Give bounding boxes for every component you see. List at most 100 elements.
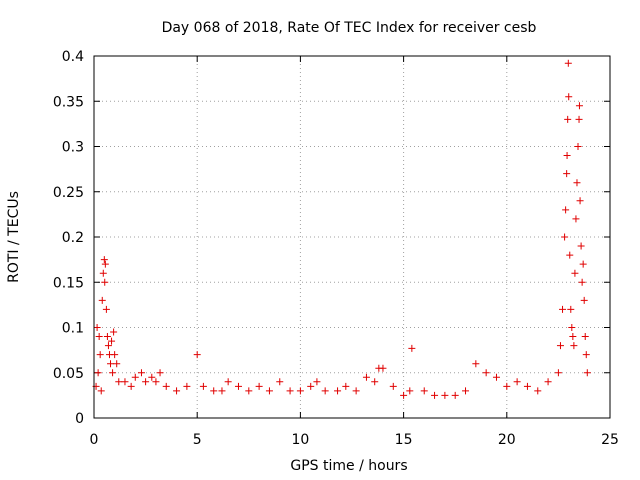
plot-frame (93, 55, 611, 419)
data-point (564, 59, 572, 67)
data-point (110, 328, 118, 336)
data-point (566, 251, 574, 259)
data-point (573, 179, 581, 187)
y-axis-ticks: 0 0.05 0.1 0.15 0.2 0.25 0.3 0.35 0.4 (53, 49, 610, 427)
data-point (101, 278, 109, 286)
y-tick-label: 0.25 (53, 185, 84, 201)
data-point (564, 115, 572, 123)
data-point (565, 93, 573, 101)
data-point (534, 387, 542, 395)
data-point (97, 387, 105, 395)
data-point (148, 373, 156, 381)
data-point (572, 215, 580, 223)
data-point (142, 378, 150, 386)
y-axis-label: ROTI / TECUs (6, 191, 22, 283)
data-point (276, 378, 284, 386)
data-point (352, 387, 360, 395)
x-tick-label: 15 (395, 432, 413, 448)
data-point (103, 333, 111, 341)
data-point (462, 387, 470, 395)
data-point (562, 206, 570, 214)
y-tick-label: 0.2 (62, 230, 84, 246)
data-point (113, 360, 121, 368)
data-point (199, 382, 207, 390)
data-point (127, 382, 135, 390)
data-point (296, 387, 304, 395)
data-point (571, 269, 579, 277)
data-point (131, 373, 139, 381)
data-point (115, 378, 123, 386)
data-point (583, 369, 591, 377)
y-tick-label: 0.4 (62, 49, 84, 65)
data-point (575, 115, 583, 123)
data-point (94, 369, 102, 377)
data-point (98, 296, 106, 304)
data-point (152, 378, 160, 386)
x-tick-label: 10 (291, 432, 309, 448)
data-point (255, 382, 263, 390)
data-point (107, 360, 115, 368)
data-point (173, 387, 181, 395)
data-point (561, 233, 569, 241)
x-tick-label: 20 (498, 432, 516, 448)
data-point (101, 260, 109, 268)
data-point (554, 369, 562, 377)
data-point (111, 351, 119, 359)
y-tick-label: 0.1 (62, 321, 84, 337)
data-point (400, 391, 408, 399)
data-point (93, 324, 101, 331)
data-point (218, 387, 226, 395)
data-point (362, 373, 370, 381)
data-point (121, 378, 129, 386)
data-point (513, 378, 521, 386)
data-point (576, 197, 584, 205)
data-point (99, 269, 107, 277)
data-point (451, 391, 459, 399)
data-points (92, 59, 591, 399)
data-point (95, 333, 103, 341)
data-point (162, 382, 170, 390)
data-point (137, 369, 145, 377)
data-point (286, 387, 294, 395)
data-point (559, 305, 567, 313)
data-point (234, 382, 242, 390)
data-point (563, 170, 571, 178)
y-tick-label: 0.35 (53, 94, 84, 110)
data-point (472, 360, 480, 368)
data-point (580, 296, 588, 304)
data-point (431, 391, 439, 399)
data-point (224, 378, 232, 386)
data-point (406, 387, 414, 395)
data-point (156, 369, 164, 377)
data-point (482, 369, 490, 377)
data-point (556, 342, 564, 350)
y-tick-label: 0 (75, 411, 84, 427)
data-point (265, 387, 273, 395)
data-point (408, 344, 416, 352)
data-point (100, 256, 108, 264)
data-point (334, 387, 342, 395)
data-point (441, 391, 449, 399)
data-point (96, 351, 104, 359)
data-point (570, 342, 578, 350)
x-tick-label: 25 (601, 432, 619, 448)
data-point (569, 333, 577, 341)
data-point (193, 351, 201, 359)
data-point (307, 382, 315, 390)
data-point (420, 387, 428, 395)
data-point (104, 342, 112, 350)
chart-title: Day 068 of 2018, Rate Of TEC Index for r… (162, 20, 537, 36)
data-point (210, 387, 218, 395)
data-point (183, 382, 191, 390)
data-point (379, 364, 387, 372)
data-point (582, 351, 590, 359)
data-point (342, 382, 350, 390)
x-axis-label: GPS time / hours (290, 458, 407, 474)
data-point (581, 333, 589, 341)
data-point (503, 382, 511, 390)
data-point (567, 305, 575, 313)
data-point (568, 324, 576, 331)
x-axis-ticks: 0 5 10 15 20 25 (90, 56, 619, 448)
data-point (371, 378, 379, 386)
